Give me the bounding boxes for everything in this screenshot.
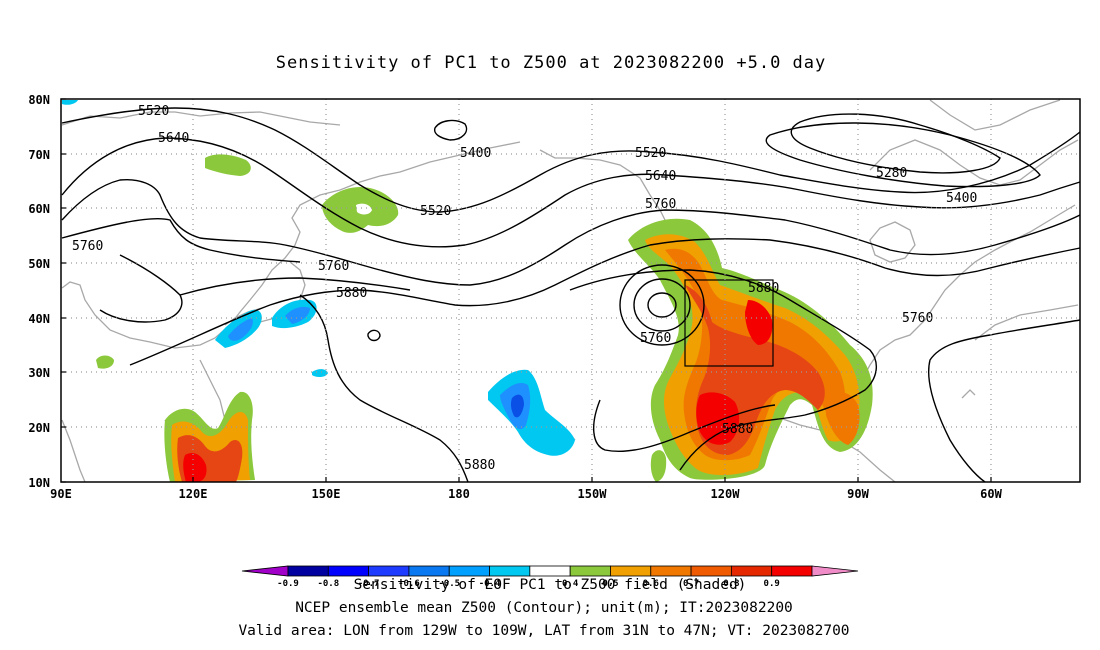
colorbar-swatch: [690, 565, 732, 577]
colorbar: [241, 565, 859, 577]
colorbar-swatch: [730, 565, 773, 577]
colorbar-label: 0.6: [643, 579, 659, 589]
shade-positive-northamerica-deep2: [745, 300, 773, 345]
lat-tick-labels: 80N 70N 60N 50N 40N 30N 20N 10N: [28, 93, 50, 490]
colorbar-swatch: [287, 565, 329, 577]
contour-label: 5760: [645, 197, 676, 212]
contour-label: 5400: [946, 191, 977, 206]
lon-tick-label: 60W: [980, 487, 1002, 501]
lat-tick-label: 70N: [28, 148, 50, 162]
colorbar-label: 0.7: [683, 579, 699, 589]
shade-positive-northamerica-deep: [696, 392, 740, 445]
shade-positive-philippines-deep: [183, 453, 207, 482]
contour-label: 5760: [318, 259, 349, 274]
lat-tick-label: 50N: [28, 257, 50, 271]
lon-tick-label: 180: [448, 487, 470, 501]
lat-tick-label: 20N: [28, 421, 50, 435]
colorbar-label: -0.6: [398, 579, 420, 589]
tick-marks: [61, 98, 992, 483]
sensitivity-shading: [62, 100, 873, 482]
contour-label: 5520: [138, 104, 169, 119]
shade-negative-pacific-nw-mid: [285, 306, 310, 324]
colorbar-label: 0.9: [764, 579, 780, 589]
lon-tick-label: 90E: [50, 487, 72, 501]
lat-tick-label: 10N: [28, 476, 50, 490]
contour-label: 5640: [158, 131, 189, 146]
contour-label: 5880: [464, 458, 495, 473]
z500-contours: [61, 107, 1081, 483]
shade-positive-kamchatka-hole: [356, 203, 372, 215]
contour-label: 5760: [72, 239, 103, 254]
caption-line-3: Valid area: LON from 129W to 109W, LAT f…: [238, 623, 849, 639]
colorbar-label: -0.8: [317, 579, 339, 589]
colorbar-swatch: [650, 565, 692, 577]
shade-negative-small: [312, 369, 328, 378]
lon-tick-label: 150E: [312, 487, 341, 501]
caption-line-2: NCEP ensemble mean Z500 (Contour); unit(…: [295, 600, 793, 616]
lon-tick-label: 120W: [711, 487, 741, 501]
contour-label: 5880: [336, 286, 367, 301]
shade-positive-siberia: [205, 154, 251, 176]
lat-tick-label: 30N: [28, 366, 50, 380]
valid-area-box: [684, 279, 774, 367]
lat-tick-label: 40N: [28, 312, 50, 326]
colorbar-swatch: [569, 565, 611, 577]
colorbar-swatch: [529, 565, 571, 577]
colorbar-swatch: [771, 565, 813, 577]
contour-label: 5760: [640, 331, 671, 346]
lon-tick-label: 120E: [179, 487, 208, 501]
map-title: Sensitivity of PC1 to Z500 at 2023082200…: [276, 53, 827, 73]
contour-labels: 5520 5640 5400 5520 5520 5640 5760 5760 …: [72, 104, 977, 473]
colorbar-label: 0.5: [602, 579, 618, 589]
colorbar-labels: -0.9 -0.8 -0.7 -0.6 -0.5 -0.4 0.4 0.5 0.6 0.7 0.8 0…: [277, 579, 780, 589]
colorbar-swatch: [408, 565, 450, 577]
colorbar-label: 0.4: [562, 579, 579, 589]
shade-negative-hawaii-deep: [510, 394, 524, 418]
contour-label: 5880: [748, 281, 779, 296]
lon-tick-label: 150W: [578, 487, 608, 501]
lat-tick-label: 60N: [28, 202, 50, 216]
colorbar-triangle-low: [241, 565, 289, 577]
contour-label: 5280: [876, 166, 907, 181]
shade-negative-topleft: [62, 100, 78, 105]
colorbar-label: -0.5: [438, 579, 460, 589]
lon-tick-labels: 90E 120E 150E 180 150W 120W 90W 60W: [50, 487, 1002, 501]
contour-label: 5400: [460, 146, 491, 161]
contour-label: 5640: [645, 169, 676, 184]
contour-label: 5880: [722, 422, 753, 437]
lat-tick-label: 80N: [28, 93, 50, 107]
contour-label: 5520: [420, 204, 451, 219]
caption-line-1: Sensitivity of EOF PC1 to Z500 field (Sh…: [354, 577, 747, 593]
shade-positive-india: [96, 355, 114, 369]
colorbar-swatch: [489, 565, 531, 577]
colorbar-triangle-high: [811, 565, 859, 577]
colorbar-swatch: [368, 565, 410, 577]
colorbar-label: -0.9: [277, 579, 299, 589]
lon-tick-label: 90W: [847, 487, 869, 501]
colorbar-label: -0.4: [479, 579, 501, 589]
shade-positive-mexico: [650, 450, 667, 482]
contour-label: 5520: [635, 146, 666, 161]
shade-negative-japan-mid: [228, 318, 253, 341]
colorbar-label: 0.8: [723, 579, 739, 589]
colorbar-swatch: [448, 565, 490, 577]
map-frame: [60, 98, 1081, 483]
contour-label: 5760: [902, 311, 933, 326]
colorbar-swatch: [327, 565, 370, 577]
colorbar-swatch: [610, 565, 652, 577]
colorbar-label: -0.7: [358, 579, 380, 589]
